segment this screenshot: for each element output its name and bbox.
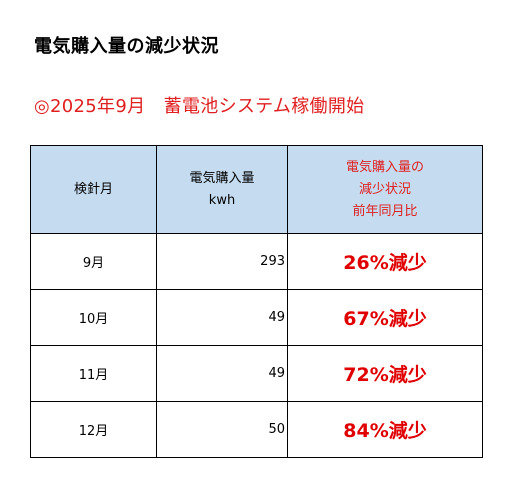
table-row: 10月 49 67%減少 [30,289,483,346]
cell-reduction: 67%減少 [287,289,483,346]
reduction-table: 検針月 電気購入量 kwh 電気購入量の 減少状況 前年同月比 9月 293 2… [30,145,483,458]
header-reduction-line1: 電気購入量の [345,159,424,175]
cell-purchase-value: 50 [156,401,288,458]
cell-month: 10月 [30,289,157,346]
header-month: 検針月 [30,145,157,234]
header-purchase: 電気購入量 kwh [156,145,288,234]
header-reduction-line3: 前年同月比 [352,203,418,219]
cell-month: 9月 [30,233,157,290]
cell-purchase-value: 293 [156,233,288,290]
table-row: 11月 49 72%減少 [30,345,483,402]
cell-month: 12月 [30,401,157,458]
header-purchase-unit: kwh [208,192,236,208]
cell-reduction: 72%減少 [287,345,483,402]
table-row: 9月 293 26%減少 [30,233,483,290]
subtitle-note: ◎2025年9月 蓄電池システム稼働開始 [34,96,365,117]
header-purchase-label: 電気購入量 [189,170,255,186]
page-title: 電気購入量の減少状況 [34,36,219,57]
cell-reduction: 84%減少 [287,401,483,458]
header-reduction-line2: 減少状況 [358,181,411,197]
table-row: 12月 50 84%減少 [30,401,483,458]
header-month-label: 検針月 [73,181,113,197]
cell-reduction: 26%減少 [287,233,483,290]
cell-purchase-value: 49 [156,345,288,402]
table-header-row: 検針月 電気購入量 kwh 電気購入量の 減少状況 前年同月比 [30,145,483,234]
cell-month: 11月 [30,345,157,402]
header-reduction: 電気購入量の 減少状況 前年同月比 [287,145,483,234]
cell-purchase-value: 49 [156,289,288,346]
